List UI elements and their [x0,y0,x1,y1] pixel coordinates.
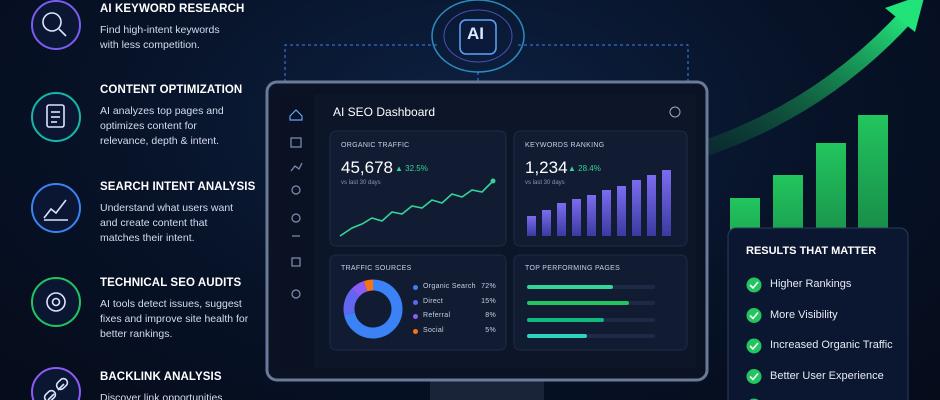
feature-description: Discover link opportunities [100,392,223,400]
feature-description: Understand what users want and create co… [100,202,234,244]
feature-icons [31,0,81,400]
monitor [265,80,709,400]
donut-segment [351,280,368,297]
card-label: KEYWORDS RANKING [525,142,605,149]
donut-chart [343,279,403,339]
metric-value: 45,678 [341,158,393,177]
check-circle [746,277,762,293]
result-item: Higher Rankings [770,278,852,290]
check-circle [746,308,762,323]
result-item: Better User Experience [770,369,884,382]
circuit-lines [284,44,689,82]
dashboard-title: AI SEO Dashboard [333,105,436,119]
legend-value: 5% [485,326,496,334]
card-label: TRAFFIC SOURCES [341,265,412,272]
ai-badge: AI [467,24,484,43]
period: vs last 30 days [341,180,381,186]
feature-title: BACKLINK ANALYSIS [100,371,222,383]
legend-name: Social [423,326,444,334]
donut-segment [343,288,360,315]
feature-title: CONTENT OPTIMIZATION [100,84,243,96]
legend-dot [413,314,418,319]
legend-value: 72% [481,283,496,290]
donut-segment [363,279,374,292]
metric-change: ▲ 32.5% [395,164,428,173]
legend-dot [413,328,418,334]
legend-name: Referral [423,312,451,319]
legend-dot [413,299,418,305]
legend-name: Direct [423,297,444,305]
metric-value: 1,234 [525,158,568,177]
check-mark [749,342,759,351]
feature-title: SEARCH INTENT ANALYSIS [100,181,256,193]
feature-description: AI analyzes top pages and optimizes cont… [100,105,224,147]
check-circle [746,338,762,354]
check-circle [746,369,762,384]
metric-change: ▲ 28.4% [568,164,601,173]
feature-description: AI tools detect issues, suggest fixes an… [100,298,249,340]
donut-segment [344,279,403,339]
legend-value: 8% [485,312,496,319]
legend-value: 15% [481,297,496,305]
brain-icon [431,0,525,73]
results-card [727,227,909,400]
card-label: TOP PERFORMING PAGES [525,265,621,272]
result-item: Increased Organic Traffic [770,339,893,351]
feature-title: TECHNICAL SEO AUDITS [100,277,242,289]
legend-dot [413,285,418,290]
change-value: 28.4% [578,164,601,173]
result-item: More Visibility [770,308,838,321]
check-mark [749,372,759,381]
check-mark [749,311,759,320]
period: vs last 30 days [525,180,565,186]
results-title: RESULTS THAT MATTER [746,245,877,257]
feature-description: Find high-intent keywords with less comp… [100,24,220,51]
feature-title: AI KEYWORD RESEARCH [100,3,245,15]
card-label: ORGANIC TRAFFIC [341,142,410,149]
check-mark [749,281,759,290]
legend-name: Organic Search [423,283,476,290]
change-value: 32.5% [405,164,428,173]
